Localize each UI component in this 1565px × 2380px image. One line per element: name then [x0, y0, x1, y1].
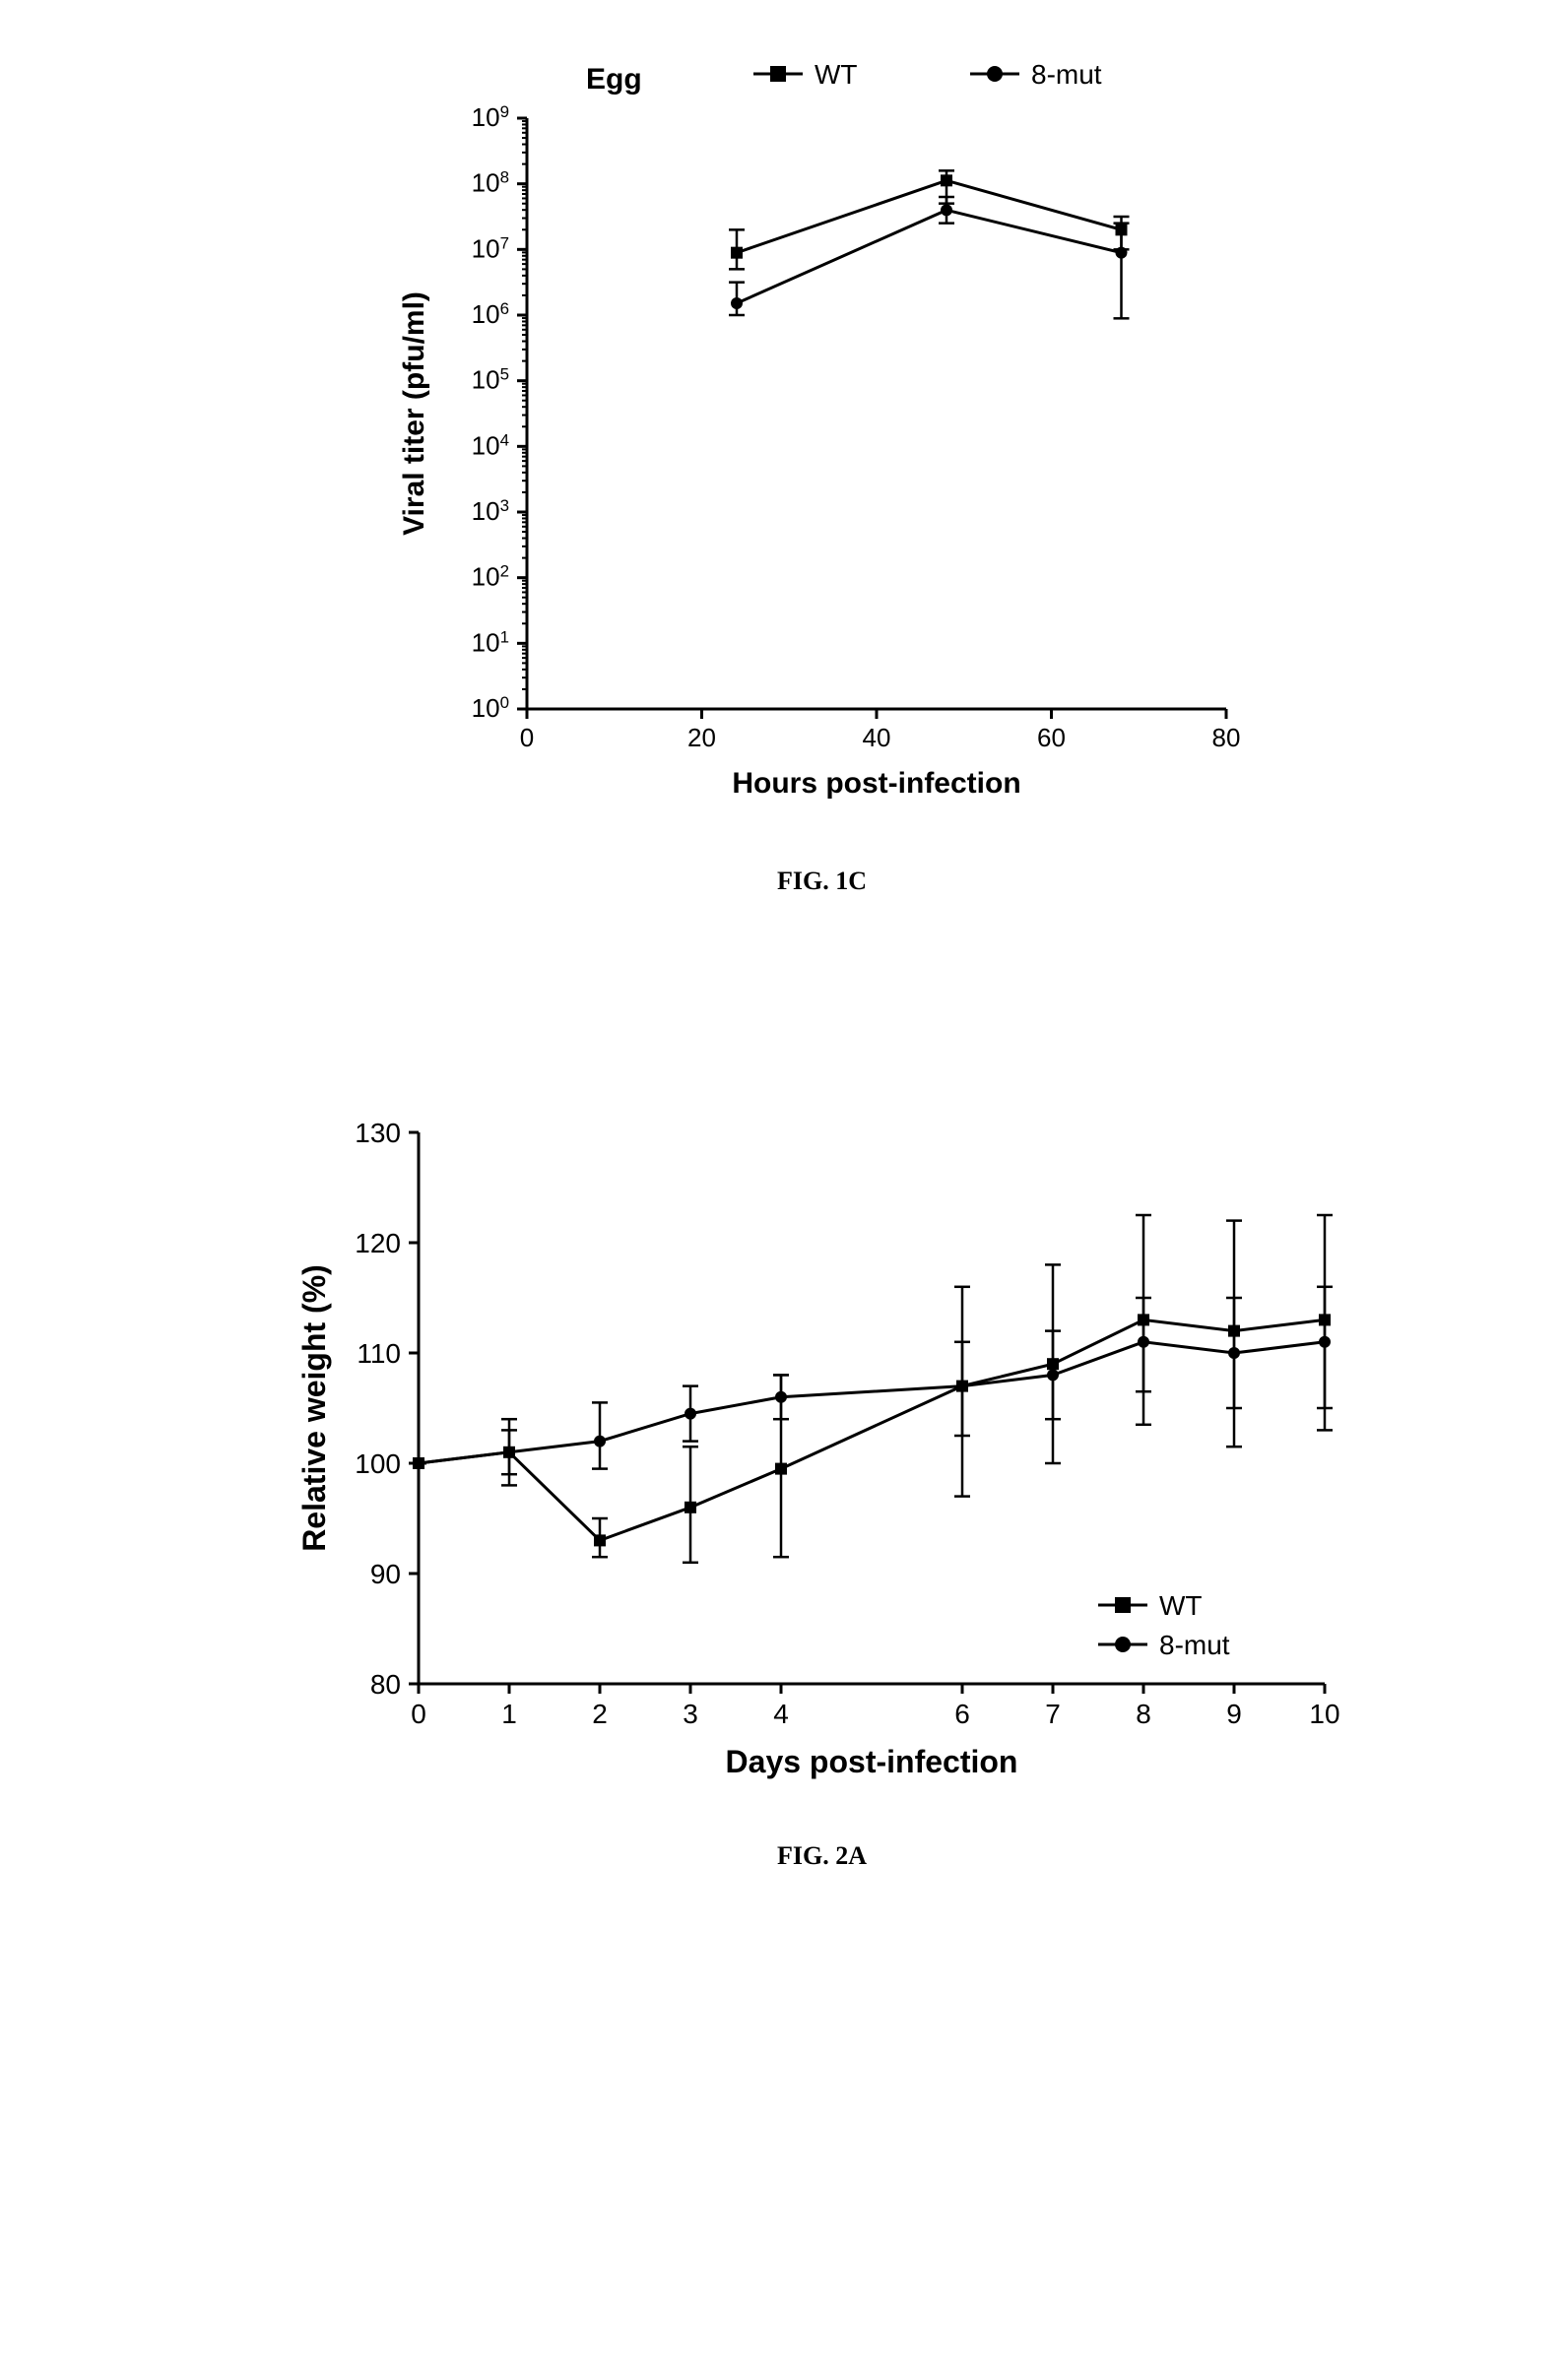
- svg-text:10: 10: [1309, 1699, 1339, 1729]
- svg-text:107: 107: [471, 233, 508, 263]
- svg-text:20: 20: [687, 723, 716, 752]
- svg-text:Days post-infection: Days post-infection: [725, 1744, 1017, 1779]
- svg-text:80: 80: [369, 1669, 400, 1700]
- svg-text:120: 120: [355, 1228, 401, 1258]
- svg-text:130: 130: [355, 1118, 401, 1148]
- svg-text:6: 6: [954, 1699, 970, 1729]
- svg-text:108: 108: [471, 167, 508, 198]
- svg-text:0: 0: [411, 1699, 426, 1729]
- svg-text:3: 3: [683, 1699, 698, 1729]
- svg-text:2: 2: [592, 1699, 608, 1729]
- svg-text:Egg: Egg: [586, 63, 642, 96]
- svg-text:8-mut: 8-mut: [1159, 1630, 1230, 1660]
- svg-text:7: 7: [1045, 1699, 1061, 1729]
- svg-text:8-mut: 8-mut: [1031, 59, 1102, 90]
- fig1c-chart: Egg WT 8-mut 100 101 102 103 104 105 106 107 108 109…: [379, 39, 1266, 827]
- fig2a-wrapper: 80 90 100 110 120 130 0 1 2 3 4 6 7 8 9 10 Days post-inf…: [39, 1093, 1565, 1871]
- fig1c-caption: FIG. 1C: [777, 867, 867, 896]
- svg-text:9: 9: [1226, 1699, 1242, 1729]
- svg-text:103: 103: [471, 496, 508, 527]
- figure-container: EggWT8-mut100101102103104105106107108109…: [39, 39, 1565, 1871]
- svg-text:Hours post-infection: Hours post-infection: [732, 767, 1020, 800]
- svg-text:100: 100: [471, 693, 508, 724]
- svg-text:1: 1: [501, 1699, 517, 1729]
- svg-text:102: 102: [471, 561, 508, 592]
- fig1c-wrapper: Egg WT 8-mut 100 101 102 103 104 105 106 107 108 109…: [39, 39, 1565, 896]
- svg-text:90: 90: [369, 1559, 400, 1589]
- svg-text:104: 104: [471, 430, 508, 461]
- svg-text:100: 100: [355, 1448, 401, 1479]
- svg-text:40: 40: [862, 723, 890, 752]
- svg-text:106: 106: [471, 299, 508, 330]
- svg-text:101: 101: [471, 627, 508, 658]
- svg-text:Viral titer (pfu/ml): Viral titer (pfu/ml): [398, 291, 430, 536]
- svg-text:110: 110: [357, 1338, 401, 1369]
- svg-text:Relative weight (%): Relative weight (%): [296, 1264, 332, 1552]
- svg-text:105: 105: [471, 364, 508, 395]
- svg-text:80: 80: [1211, 723, 1240, 752]
- svg-text:4: 4: [773, 1699, 789, 1729]
- svg-text:WT: WT: [815, 59, 858, 90]
- fig2a-caption: FIG. 2A: [777, 1841, 867, 1871]
- svg-text:0: 0: [519, 723, 533, 752]
- svg-text:109: 109: [471, 102, 508, 133]
- svg-text:60: 60: [1037, 723, 1066, 752]
- svg-text:8: 8: [1136, 1699, 1151, 1729]
- svg-text:WT: WT: [1159, 1590, 1203, 1621]
- fig2a-chart: 80 90 100 110 120 130 0 1 2 3 4 6 7 8 9 10 Days post-inf…: [281, 1093, 1364, 1802]
